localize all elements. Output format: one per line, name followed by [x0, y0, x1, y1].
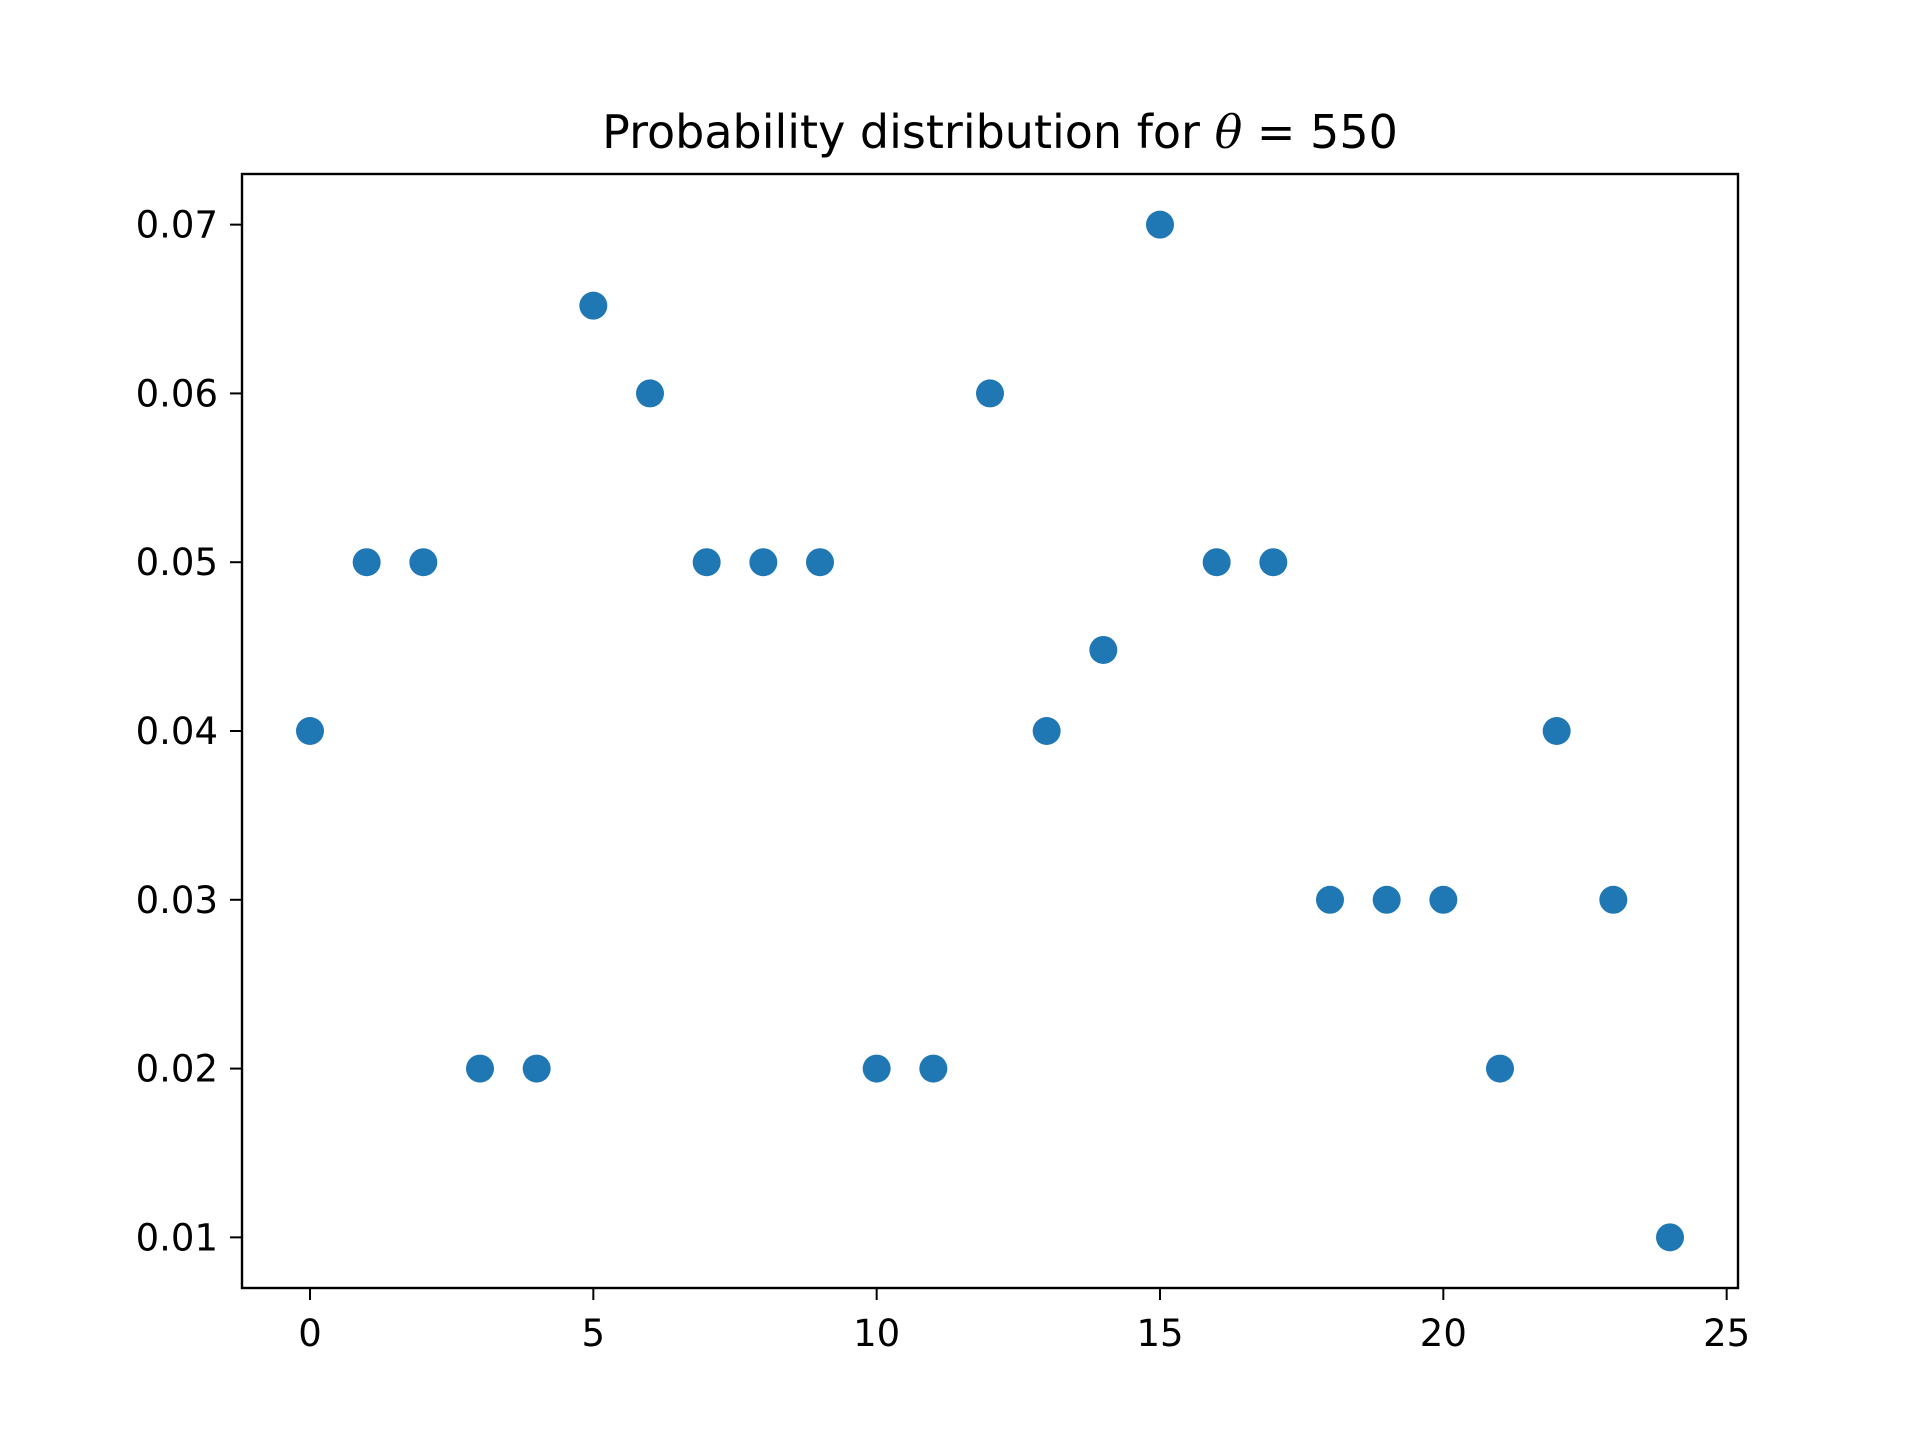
chart-title: Probability distribution for θ = 550: [602, 105, 1398, 159]
data-point: [352, 548, 381, 577]
data-point: [1429, 885, 1458, 914]
y-tick-label: 0.04: [136, 710, 218, 753]
data-point: [296, 717, 324, 745]
data-point: [1372, 885, 1401, 914]
data-point: [749, 548, 778, 577]
data-point: [1032, 717, 1061, 745]
scatter-series: [296, 210, 1684, 1252]
y-axis: 0.01 0.02 0.03 0.04 0.05 0.06 0.07: [136, 204, 242, 1259]
data-point: [409, 548, 438, 577]
chart-title-suffix: = 550: [1242, 105, 1398, 159]
data-point: [1259, 548, 1288, 577]
chart-title-symbol: θ: [1215, 105, 1243, 159]
data-point: [579, 291, 608, 320]
y-tick-label: 0.01: [136, 1216, 218, 1259]
x-axis: 0 5 10 15 20 25: [298, 1288, 1750, 1355]
data-point: [1202, 548, 1231, 577]
data-point: [1656, 1223, 1684, 1252]
data-point: [1089, 635, 1118, 664]
x-tick-label: 10: [853, 1312, 900, 1355]
data-point: [1146, 210, 1174, 239]
data-point: [1599, 885, 1628, 914]
data-point: [636, 379, 664, 408]
y-tick-label: 0.02: [136, 1048, 218, 1091]
data-point: [806, 548, 834, 577]
data-point: [976, 379, 1004, 408]
data-point: [1316, 885, 1344, 914]
x-tick-label: 25: [1703, 1312, 1750, 1355]
x-tick-label: 0: [298, 1312, 322, 1355]
x-tick-label: 15: [1136, 1312, 1183, 1355]
y-tick-label: 0.06: [136, 372, 218, 415]
x-tick-label: 20: [1420, 1312, 1467, 1355]
data-point: [1542, 717, 1571, 745]
data-point: [919, 1054, 948, 1083]
data-point: [862, 1054, 891, 1083]
y-tick-label: 0.05: [136, 541, 218, 584]
y-tick-label: 0.03: [136, 879, 218, 922]
x-tick-label: 5: [582, 1312, 606, 1355]
data-point: [692, 548, 721, 577]
data-point: [522, 1054, 551, 1083]
data-point: [466, 1054, 494, 1083]
data-point: [1486, 1054, 1514, 1083]
axes-frame: [240, 172, 1740, 1290]
y-tick-label: 0.07: [136, 204, 218, 247]
chart-title-prefix: Probability distribution for: [602, 105, 1214, 159]
